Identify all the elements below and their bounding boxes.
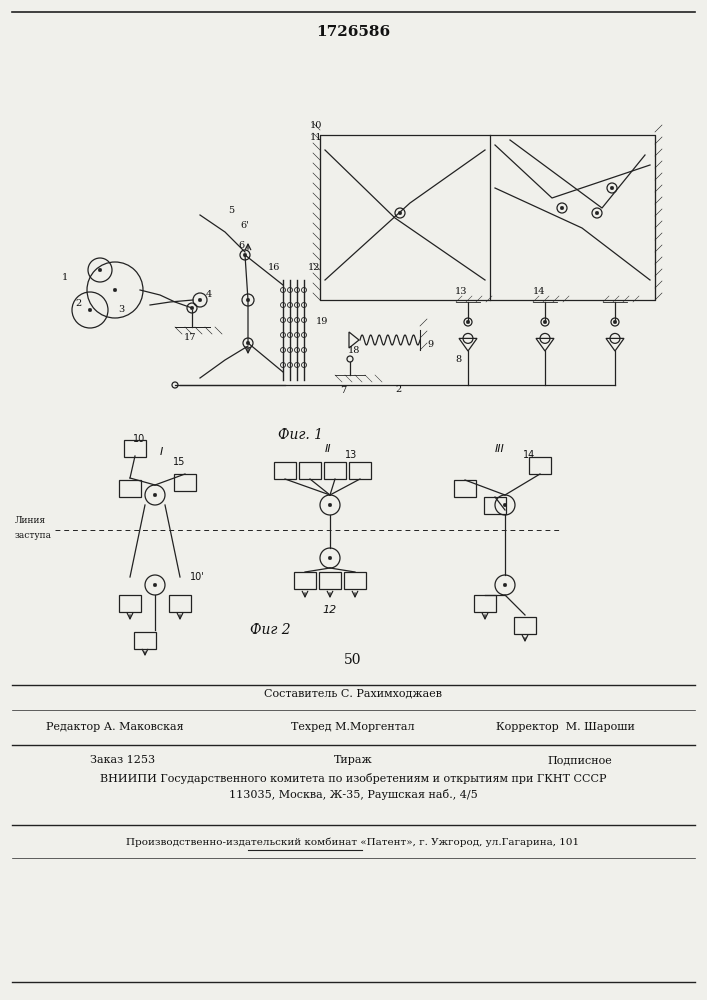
Text: 10: 10 — [133, 434, 145, 444]
Circle shape — [610, 186, 614, 190]
Bar — [454, 480, 476, 496]
Bar — [294, 572, 316, 588]
Polygon shape — [349, 332, 359, 348]
Circle shape — [98, 268, 102, 272]
Bar — [344, 572, 366, 588]
Text: 2: 2 — [75, 299, 81, 308]
Text: 10: 10 — [310, 121, 322, 130]
Text: Тираж: Тираж — [334, 755, 373, 765]
Text: Техред М.Моргентал: Техред М.Моргентал — [291, 722, 415, 732]
Bar — [514, 616, 536, 634]
Text: 16: 16 — [268, 263, 281, 272]
Text: 19: 19 — [316, 317, 328, 326]
Text: 17: 17 — [184, 333, 197, 342]
Text: II: II — [325, 444, 332, 454]
Text: Редактор А. Маковская: Редактор А. Маковская — [46, 722, 184, 732]
Circle shape — [595, 211, 599, 215]
Circle shape — [466, 320, 469, 324]
Text: Фиг. 1: Фиг. 1 — [278, 428, 322, 442]
Text: 9: 9 — [427, 340, 433, 349]
Circle shape — [198, 298, 201, 302]
Bar — [319, 572, 341, 588]
Bar — [474, 594, 496, 611]
Text: Подписное: Подписное — [548, 755, 612, 765]
Circle shape — [246, 341, 250, 345]
Circle shape — [153, 493, 157, 497]
Text: Линия: Линия — [15, 516, 46, 525]
Bar — [299, 462, 321, 479]
Circle shape — [153, 583, 157, 587]
Text: 7: 7 — [340, 386, 346, 395]
Bar — [134, 632, 156, 648]
Bar — [484, 496, 506, 514]
Text: 50: 50 — [344, 653, 362, 667]
Circle shape — [560, 206, 563, 210]
Text: Составитель С. Рахимходжаев: Составитель С. Рахимходжаев — [264, 688, 442, 698]
Circle shape — [113, 288, 117, 292]
Bar — [324, 462, 346, 479]
Text: Корректор  М. Шароши: Корректор М. Шароши — [496, 722, 634, 732]
Text: 2: 2 — [395, 385, 402, 394]
Text: 10': 10' — [190, 572, 205, 582]
Text: 4: 4 — [206, 290, 212, 299]
Text: Производственно-издательский комбинат «Патент», г. Ужгород, ул.Гагарина, 101: Производственно-издательский комбинат «П… — [127, 837, 580, 847]
Text: 11: 11 — [310, 133, 322, 142]
Bar — [119, 480, 141, 496]
Circle shape — [246, 298, 250, 302]
Circle shape — [328, 556, 332, 560]
Bar — [169, 594, 191, 611]
Circle shape — [243, 253, 247, 257]
Circle shape — [398, 211, 402, 215]
Bar — [174, 474, 196, 490]
Text: III: III — [495, 444, 505, 454]
Text: 12: 12 — [308, 263, 320, 272]
Text: 15: 15 — [173, 457, 185, 467]
Bar — [349, 462, 371, 479]
Bar — [529, 456, 551, 474]
Circle shape — [613, 320, 617, 324]
Text: I: I — [160, 447, 163, 457]
Text: 6': 6' — [240, 221, 249, 230]
Text: 13: 13 — [345, 450, 357, 460]
Text: 12: 12 — [322, 605, 337, 615]
Text: заступа: заступа — [15, 531, 52, 540]
Text: 1726586: 1726586 — [316, 25, 390, 39]
Circle shape — [543, 320, 547, 324]
Text: 18: 18 — [348, 346, 361, 355]
Text: 14: 14 — [533, 287, 546, 296]
Bar — [320, 135, 655, 300]
Bar — [274, 462, 296, 479]
Text: ВНИИПИ Государственного комитета по изобретениям и открытиям при ГКНТ СССР: ВНИИПИ Государственного комитета по изоб… — [100, 772, 606, 784]
Text: 13: 13 — [455, 287, 467, 296]
Text: 6: 6 — [238, 241, 244, 250]
Text: 5: 5 — [228, 206, 234, 215]
Text: 14: 14 — [523, 450, 535, 460]
Circle shape — [328, 503, 332, 507]
Circle shape — [190, 306, 194, 310]
Text: 3: 3 — [118, 305, 124, 314]
Text: 113035, Москва, Ж-35, Раушская наб., 4/5: 113035, Москва, Ж-35, Раушская наб., 4/5 — [228, 790, 477, 800]
Text: Заказ 1253: Заказ 1253 — [90, 755, 155, 765]
Bar — [124, 440, 146, 456]
Circle shape — [503, 503, 507, 507]
Bar — [119, 594, 141, 611]
Circle shape — [88, 308, 92, 312]
Circle shape — [503, 583, 507, 587]
Text: 1: 1 — [62, 273, 69, 282]
Text: 8: 8 — [455, 355, 461, 364]
Text: Фиг 2: Фиг 2 — [250, 623, 291, 637]
